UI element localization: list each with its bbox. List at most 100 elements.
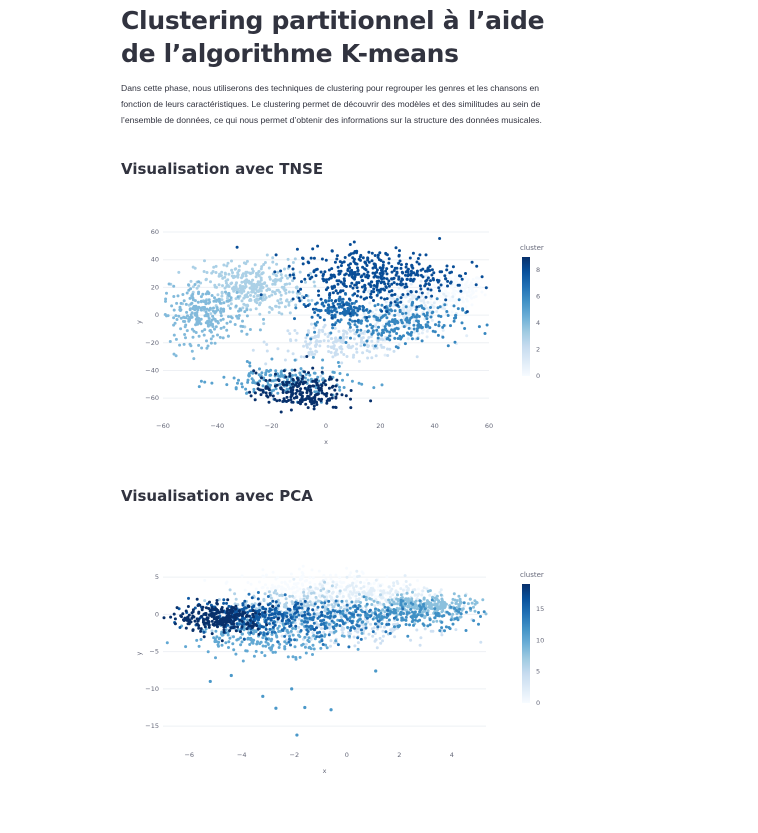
- cluster-2-point: [370, 356, 374, 360]
- cluster-5-point: [222, 375, 226, 379]
- cluster-3-point: [212, 265, 216, 269]
- cluster-6-point: [313, 330, 317, 334]
- cluster-6-point: [365, 324, 369, 328]
- y-tick-label: 60: [151, 228, 159, 236]
- cluster-3-point: [205, 271, 209, 274]
- cluster-2-point: [334, 350, 338, 353]
- cluster-9-point: [279, 386, 283, 390]
- cluster-7-point: [327, 303, 331, 307]
- cluster-4-point: [192, 329, 196, 333]
- cluster-6-point: [483, 332, 487, 335]
- cluster-3-point: [256, 294, 259, 298]
- cluster-6-point: [396, 327, 400, 331]
- cluster-8-point: [397, 253, 401, 257]
- cluster-8-point: [335, 257, 339, 261]
- cluster-8-point: [344, 272, 348, 276]
- cluster-9-point: [317, 397, 321, 401]
- cluster-9-point: [320, 391, 324, 395]
- cluster-6-point: [420, 339, 424, 343]
- cluster-8-point: [300, 280, 303, 284]
- cluster-5-point: [247, 374, 251, 378]
- cluster-6-point: [380, 331, 384, 335]
- cluster-8-point: [438, 289, 441, 293]
- cluster-1-point: [407, 323, 411, 327]
- cluster-9-point: [320, 370, 324, 374]
- cluster-3-point: [195, 286, 199, 290]
- cluster-9-point: [306, 406, 310, 410]
- intro-paragraph: Dans cette phase, nous utiliserons des t…: [121, 83, 542, 125]
- cluster-4-point: [207, 317, 211, 320]
- cluster-6-point: [393, 336, 397, 340]
- cluster-2-point: [367, 336, 371, 339]
- cluster-4-point: [178, 309, 182, 312]
- cluster-9-point: [344, 394, 348, 398]
- cluster-4-point: [222, 301, 226, 305]
- y-tick-label: −20: [145, 339, 159, 347]
- cluster-5-point: [197, 385, 201, 389]
- cluster-1-point: [384, 300, 388, 304]
- cluster-7-point: [352, 305, 356, 309]
- cluster-0-point: [478, 286, 482, 289]
- cluster-5-point: [313, 371, 317, 375]
- cluster-6-point: [396, 337, 400, 340]
- cluster-2-point: [331, 355, 335, 359]
- cluster-8-point: [321, 274, 325, 278]
- cluster-3-point: [253, 291, 257, 295]
- cluster-3-point: [223, 275, 227, 279]
- cluster-8-point: [383, 282, 387, 286]
- cluster-8-point: [335, 254, 339, 258]
- cluster-8-point: [355, 286, 359, 290]
- cluster-2-point: [368, 350, 372, 354]
- cluster-9-point: [291, 378, 295, 382]
- cluster-7-point: [341, 300, 345, 304]
- cluster-3-point: [242, 302, 246, 306]
- cluster-1-point: [397, 343, 401, 347]
- cluster-2-point: [345, 335, 349, 339]
- cluster-8-point: [395, 282, 399, 286]
- cluster-8-point: [355, 251, 358, 255]
- cluster-3-point: [246, 291, 250, 295]
- y-tick-label: −60: [145, 394, 159, 402]
- cluster-4-point: [245, 332, 249, 336]
- cluster-6-point: [426, 320, 430, 324]
- cluster-4-point: [228, 306, 232, 310]
- cluster-8-point: [418, 253, 422, 257]
- cluster-8-point: [235, 245, 239, 249]
- cluster-8-point: [372, 275, 376, 279]
- cluster-8-point: [457, 283, 461, 287]
- cluster-2-point: [382, 345, 386, 349]
- x-tick-label: 60: [485, 422, 493, 430]
- cluster-0-point: [469, 293, 473, 297]
- cluster-8-point: [273, 270, 277, 274]
- cluster-8-point: [341, 289, 345, 293]
- cluster-8-point: [383, 297, 387, 301]
- cluster-4-point: [248, 328, 252, 331]
- cluster-4-point: [226, 299, 230, 303]
- cluster-5-point: [245, 391, 249, 395]
- cluster-0-point: [471, 278, 475, 281]
- cluster-0-point: [464, 305, 468, 309]
- cluster-8-point: [395, 266, 399, 270]
- cluster-8-point: [429, 288, 433, 292]
- cluster-7-point: [324, 299, 327, 303]
- cluster-8-point: [426, 287, 430, 291]
- cluster-7-point: [343, 292, 347, 295]
- section-title-tnse: Visualisation avec TNSE: [121, 160, 324, 178]
- cluster-8-point: [404, 265, 408, 269]
- cluster-4-point: [199, 295, 203, 299]
- cluster-4-point: [237, 314, 241, 317]
- cluster-3-point: [240, 286, 244, 290]
- cluster-7-point: [354, 299, 358, 303]
- colorbar-tick-label: 8: [536, 266, 540, 274]
- cluster-3-point: [236, 275, 240, 279]
- cluster-4-point: [258, 328, 262, 332]
- cluster-9-point: [299, 380, 303, 384]
- cluster-6-point: [405, 320, 409, 324]
- cluster-4-point: [190, 294, 194, 298]
- cluster-3-point: [264, 296, 268, 300]
- cluster-9-point: [333, 405, 337, 409]
- cluster-9-point: [277, 379, 281, 383]
- cluster-4-point: [230, 316, 234, 320]
- cluster-4-point: [203, 305, 206, 309]
